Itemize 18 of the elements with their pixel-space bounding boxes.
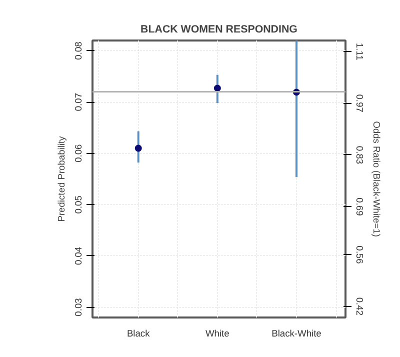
x-tick-label: White	[205, 328, 230, 338]
x-tick-label: Black	[126, 328, 150, 338]
y-tick-label: 0.05	[74, 196, 84, 214]
chart-title: BLACK WOMEN RESPONDING	[140, 24, 298, 36]
y-axis-title: Predicted Probability	[56, 136, 66, 222]
y2-tick-label: 0.83	[354, 146, 364, 164]
y-tick-label: 0.04	[74, 246, 84, 266]
y-tick-label: 0.08	[74, 42, 84, 60]
y-tick-label: 0.03	[74, 298, 84, 316]
y2-axis-title: Odds Ratio (Black-White=1)	[372, 121, 382, 237]
y-tick-label: 0.06	[74, 144, 84, 162]
x-tick-label: Black-White	[272, 328, 322, 338]
y-tick-label: 0.07	[74, 92, 84, 112]
y2-tick-label: 0.97	[354, 94, 364, 112]
y2-tick-label: 0.42	[354, 297, 364, 316]
y2-tick-label: 1.11	[354, 42, 364, 60]
y2-tick-label: 0.56	[354, 246, 364, 264]
y2-tick-label: 0.69	[354, 198, 364, 216]
